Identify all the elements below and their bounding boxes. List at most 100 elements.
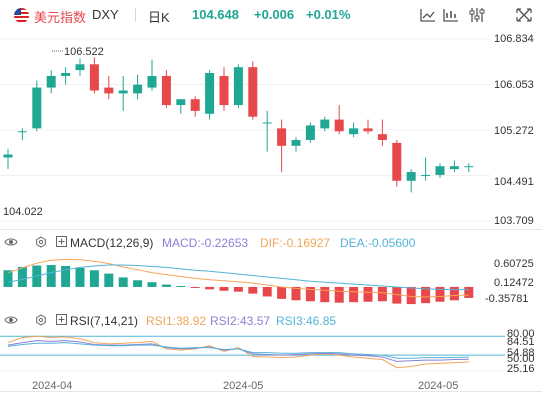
x-axis-line [0,391,542,392]
candle-body [205,73,215,114]
macd-histogram-bar [392,286,402,304]
macd-histogram-bar [176,286,186,287]
rsi3-value: RSI3:46.85 [276,314,337,328]
macd-histogram-bar [435,286,445,302]
macd-histogram-bar [219,286,229,291]
rsi3-line [7,342,469,359]
dea-value: DEA:-0.05600 [340,236,416,250]
gear-icon[interactable] [35,236,47,251]
macd-histogram-bar [464,286,474,298]
price-axis-label: 106.053 [494,79,534,91]
indicator-icon[interactable] [418,6,438,24]
rsi-axis-label: 54.88 [507,347,535,359]
symbol-code[interactable]: DXY [92,7,119,22]
macd-histogram-bar [349,286,359,303]
rsi-chart[interactable] [0,328,542,376]
macd-header: MACD(12,26,9) MACD:-0.22653 DIF:-0.16927… [0,233,542,253]
rsi-axis-label: 25.16 [507,363,535,375]
rsi-header: RSI(7,14,21) RSI1:38.92 RSI2:43.57 RSI3:… [0,311,542,331]
rsi-title[interactable]: RSI(7,14,21) [70,314,139,328]
macd-histogram-bar [421,286,431,304]
date-axis-label: 2024-04 [32,380,73,392]
candlestick-chart[interactable] [0,30,542,230]
expand-icon[interactable] [56,236,67,250]
candle-body [349,128,359,135]
price-axis-label: 105.272 [494,125,534,137]
fullscreen-icon[interactable] [514,6,534,24]
rsi1-value: RSI1:38.92 [146,314,207,328]
candle-body [334,119,344,132]
macd-value: MACD:-0.22653 [162,236,249,250]
compare-icon[interactable] [441,6,461,24]
date-axis-label: 2024-05 [418,380,459,392]
macd-chart[interactable] [0,252,542,310]
candle-body [176,99,186,106]
macd-histogram-bar [449,286,459,301]
candle-body [320,119,330,129]
candle-body [262,122,272,124]
candle-body [161,75,171,106]
last-price: 104.648 [192,7,239,22]
date-axis-label: 2024-05 [223,380,264,392]
settings-icon[interactable] [467,6,487,24]
candle-body [406,172,416,181]
macd-histogram-bar [262,286,272,297]
eye-icon[interactable] [4,236,18,251]
rsi-axis-label: 84.51 [507,336,535,348]
candle-body [377,134,387,140]
macd-histogram-bar [118,277,128,287]
us-flag-icon [14,8,29,23]
candle-body [118,90,128,94]
candle-body [233,67,243,106]
price-axis-label: 106.834 [494,33,534,45]
price-axis-label: 103.709 [494,215,534,227]
macd-histogram-bar [75,267,85,287]
macd-histogram-bar [277,286,287,299]
candle-body [75,64,85,71]
macd-histogram-bar [363,286,373,302]
low-marker-label: 104.022 [3,206,43,218]
candle-body [17,131,27,133]
candle-body [46,75,56,88]
symbol-name[interactable]: 美元指数 [34,10,87,25]
candle-body [190,99,200,111]
candle-body [392,142,402,181]
macd-axis-label: -0.35781 [485,293,529,305]
macd-histogram-bar [406,286,416,305]
eye-icon[interactable] [4,314,18,329]
price-axis-label: 104.491 [494,176,534,188]
macd-title[interactable]: MACD(12,26,9) [70,236,154,250]
macd-histogram-bar [334,286,344,303]
rsi-axis-label: 80.00 [507,328,535,340]
macd-histogram-bar [46,265,56,287]
candle-body [104,87,114,94]
price-change: +0.006 [254,7,295,22]
price-change-pct: +0.01% [306,7,351,22]
dea-line [7,264,469,291]
divider [135,8,136,22]
macd-histogram-bar [320,286,330,303]
macd-histogram-bar [17,266,27,287]
macd-histogram-bar [233,286,243,292]
gear-icon[interactable] [35,314,47,329]
candle-body [147,75,157,88]
candle-body [3,154,13,158]
candle-body [277,128,287,146]
candle-body [449,166,459,170]
expand-icon[interactable] [56,314,67,328]
rsi2-value: RSI2:43.57 [210,314,271,328]
macd-histogram-bar [61,266,71,287]
candle-body [61,73,71,76]
macd-axis-label: 0.60725 [494,258,534,270]
period-selector[interactable]: 日K [148,10,170,25]
rsi1-line [7,335,469,369]
macd-histogram-bar [147,282,157,287]
macd-histogram-bar [3,270,13,287]
macd-histogram-bar [291,286,301,301]
candle-body [363,128,373,132]
candle-body [464,166,474,168]
dif-line [7,258,469,298]
candle-body [133,84,143,94]
macd-histogram-bar [248,286,258,294]
macd-histogram-bar [305,286,315,302]
